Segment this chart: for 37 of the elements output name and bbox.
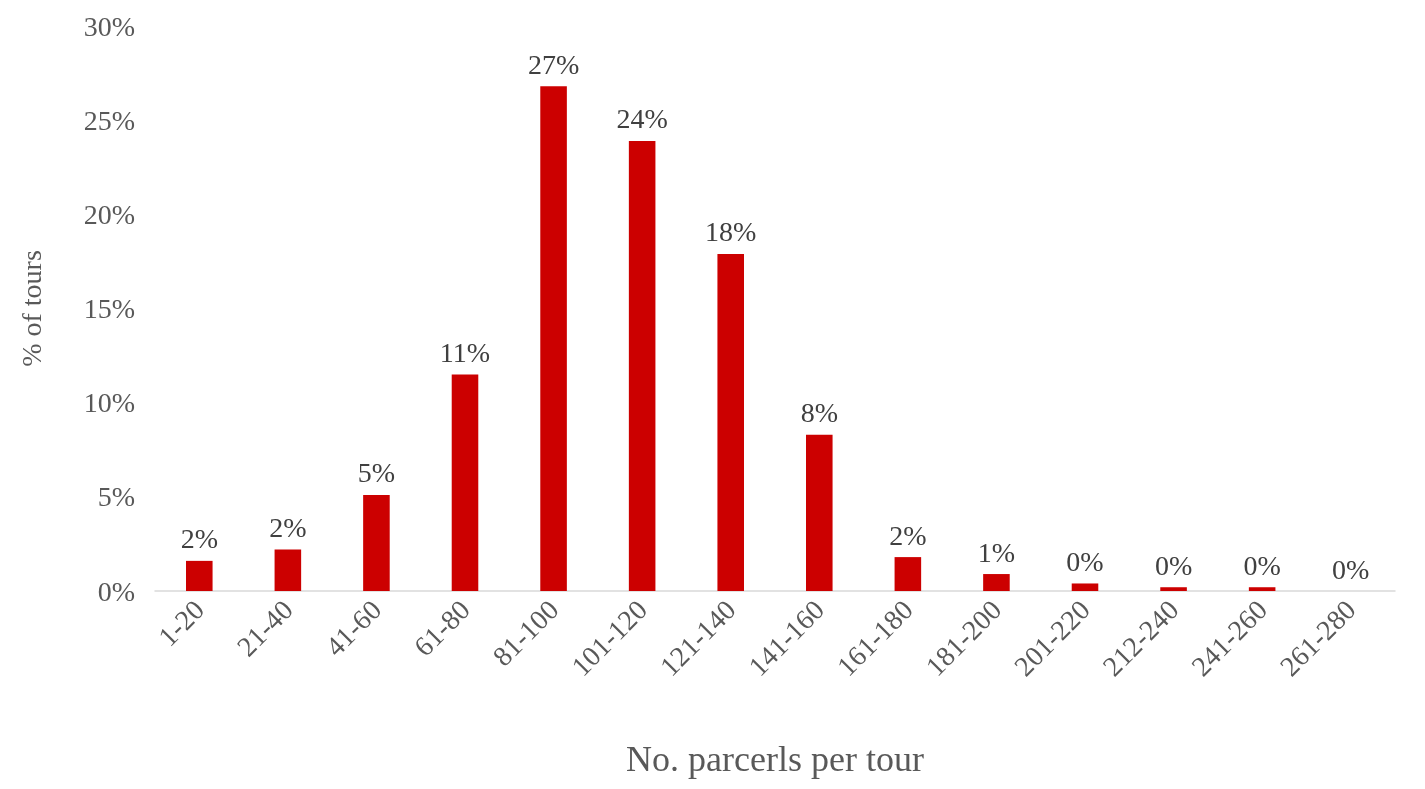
data-label: 0%: [1332, 553, 1370, 585]
data-label: 2%: [180, 523, 218, 555]
bar: [983, 574, 1010, 591]
bar: [628, 140, 656, 591]
data-label: 1%: [977, 536, 1016, 568]
bar: [717, 253, 744, 591]
bar: [540, 86, 567, 591]
data-label: 0%: [1066, 545, 1104, 577]
y-tick-label: 20%: [83, 198, 135, 230]
data-label: 5%: [357, 457, 396, 489]
data-label: 27%: [527, 48, 580, 80]
data-label: 24%: [616, 103, 668, 135]
y-tick-label: 0%: [97, 575, 135, 607]
y-tick-label: 5%: [97, 481, 135, 513]
bar: [274, 549, 302, 591]
y-tick-label: 30%: [83, 10, 135, 42]
bar: [806, 434, 833, 591]
bar: [186, 560, 213, 591]
data-label: 8%: [800, 397, 838, 429]
bar: [1248, 587, 1276, 591]
data-label: 2%: [269, 512, 307, 544]
bar: [363, 494, 390, 591]
y-tick-label: 15%: [83, 293, 135, 324]
bar: [451, 374, 479, 591]
data-label: 0%: [1243, 549, 1281, 581]
y-tick-label: 10%: [83, 387, 135, 419]
data-label: 2%: [889, 519, 927, 551]
y-axis-title: % of tours: [15, 250, 47, 367]
x-axis-title: No. parcerls per tour: [626, 739, 924, 779]
data-label: 0%: [1154, 549, 1193, 581]
bar: [894, 557, 922, 591]
x-tick-label: 1-20: [152, 594, 211, 653]
bar: [1071, 583, 1099, 591]
data-label: 18%: [705, 216, 757, 248]
y-tick-label: 25%: [83, 104, 135, 136]
bar: [1160, 587, 1187, 591]
data-label: 11%: [439, 336, 491, 368]
